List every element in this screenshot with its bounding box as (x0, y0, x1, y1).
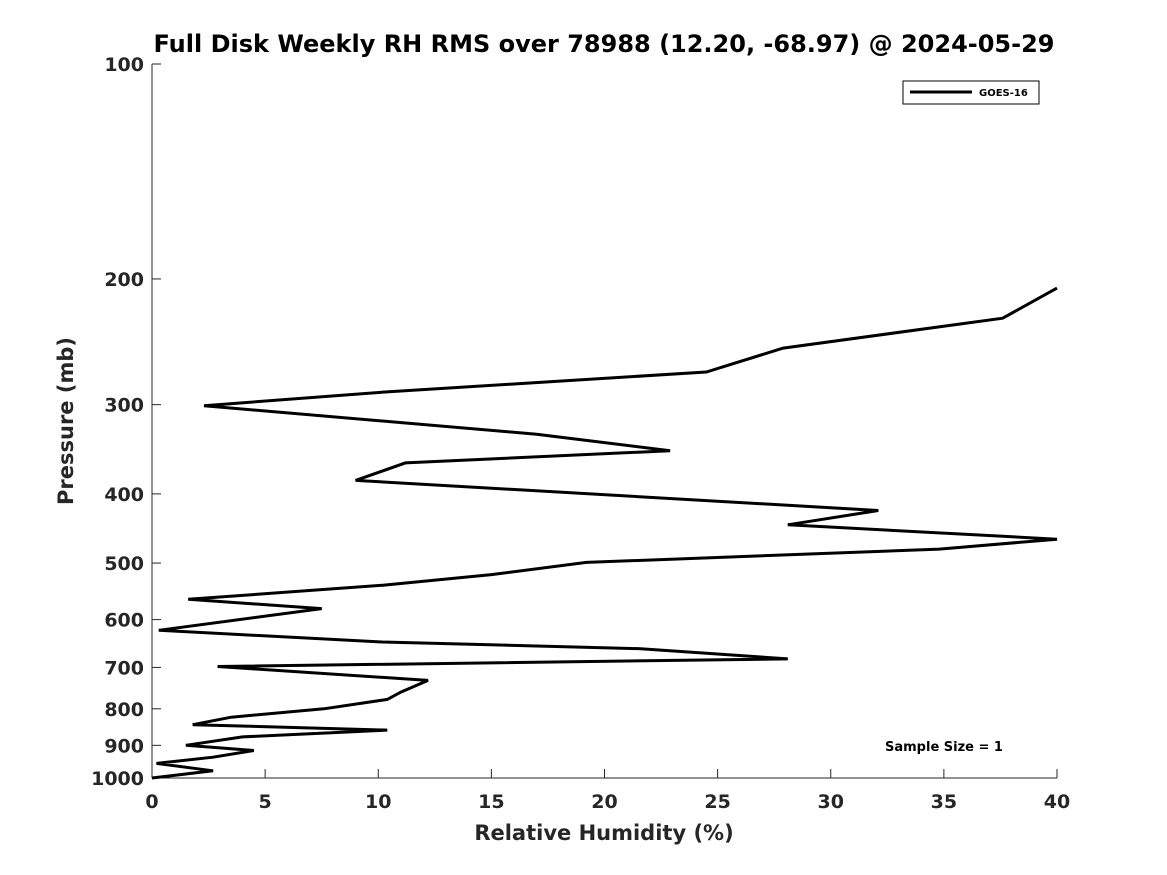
y-axis-ticks: 100 200 300 400 500 600 700 800 900 1000 (91, 54, 161, 790)
y-tick-label: 1000 (91, 768, 144, 790)
x-tick-label: 10 (365, 791, 391, 813)
x-tick-label: 40 (1044, 791, 1070, 813)
x-tick-label: 25 (704, 791, 730, 813)
y-axis-label: Pressure (mb) (54, 337, 78, 505)
y-tick-label: 100 (104, 54, 144, 76)
chart-title: Full Disk Weekly RH RMS over 78988 (12.2… (153, 30, 1054, 58)
x-tick-label: 0 (145, 791, 158, 813)
y-tick-label: 300 (104, 395, 144, 417)
x-axis-label: Relative Humidity (%) (474, 821, 733, 845)
x-tick-label: 30 (818, 791, 844, 813)
y-tick-label: 800 (104, 699, 144, 721)
series-line-goes-16 (151, 286, 1058, 780)
x-tick-label: 15 (478, 791, 504, 813)
y-tick-label: 700 (104, 657, 144, 679)
x-axis-ticks: 0 5 10 15 20 25 30 35 40 (145, 769, 1070, 813)
x-tick-label: 20 (591, 791, 617, 813)
x-tick-label: 5 (259, 791, 272, 813)
y-tick-label: 500 (104, 553, 144, 575)
y-tick-label: 600 (104, 610, 144, 632)
sample-size-annotation: Sample Size = 1 (885, 740, 1003, 755)
legend: GOES-16 (902, 80, 1040, 105)
y-tick-label: 400 (104, 484, 144, 506)
x-tick-label: 35 (931, 791, 957, 813)
plot-area (151, 286, 1058, 780)
legend-label-goes-16: GOES-16 (979, 88, 1028, 99)
y-tick-label: 200 (104, 269, 144, 291)
y-tick-label: 900 (104, 735, 144, 757)
